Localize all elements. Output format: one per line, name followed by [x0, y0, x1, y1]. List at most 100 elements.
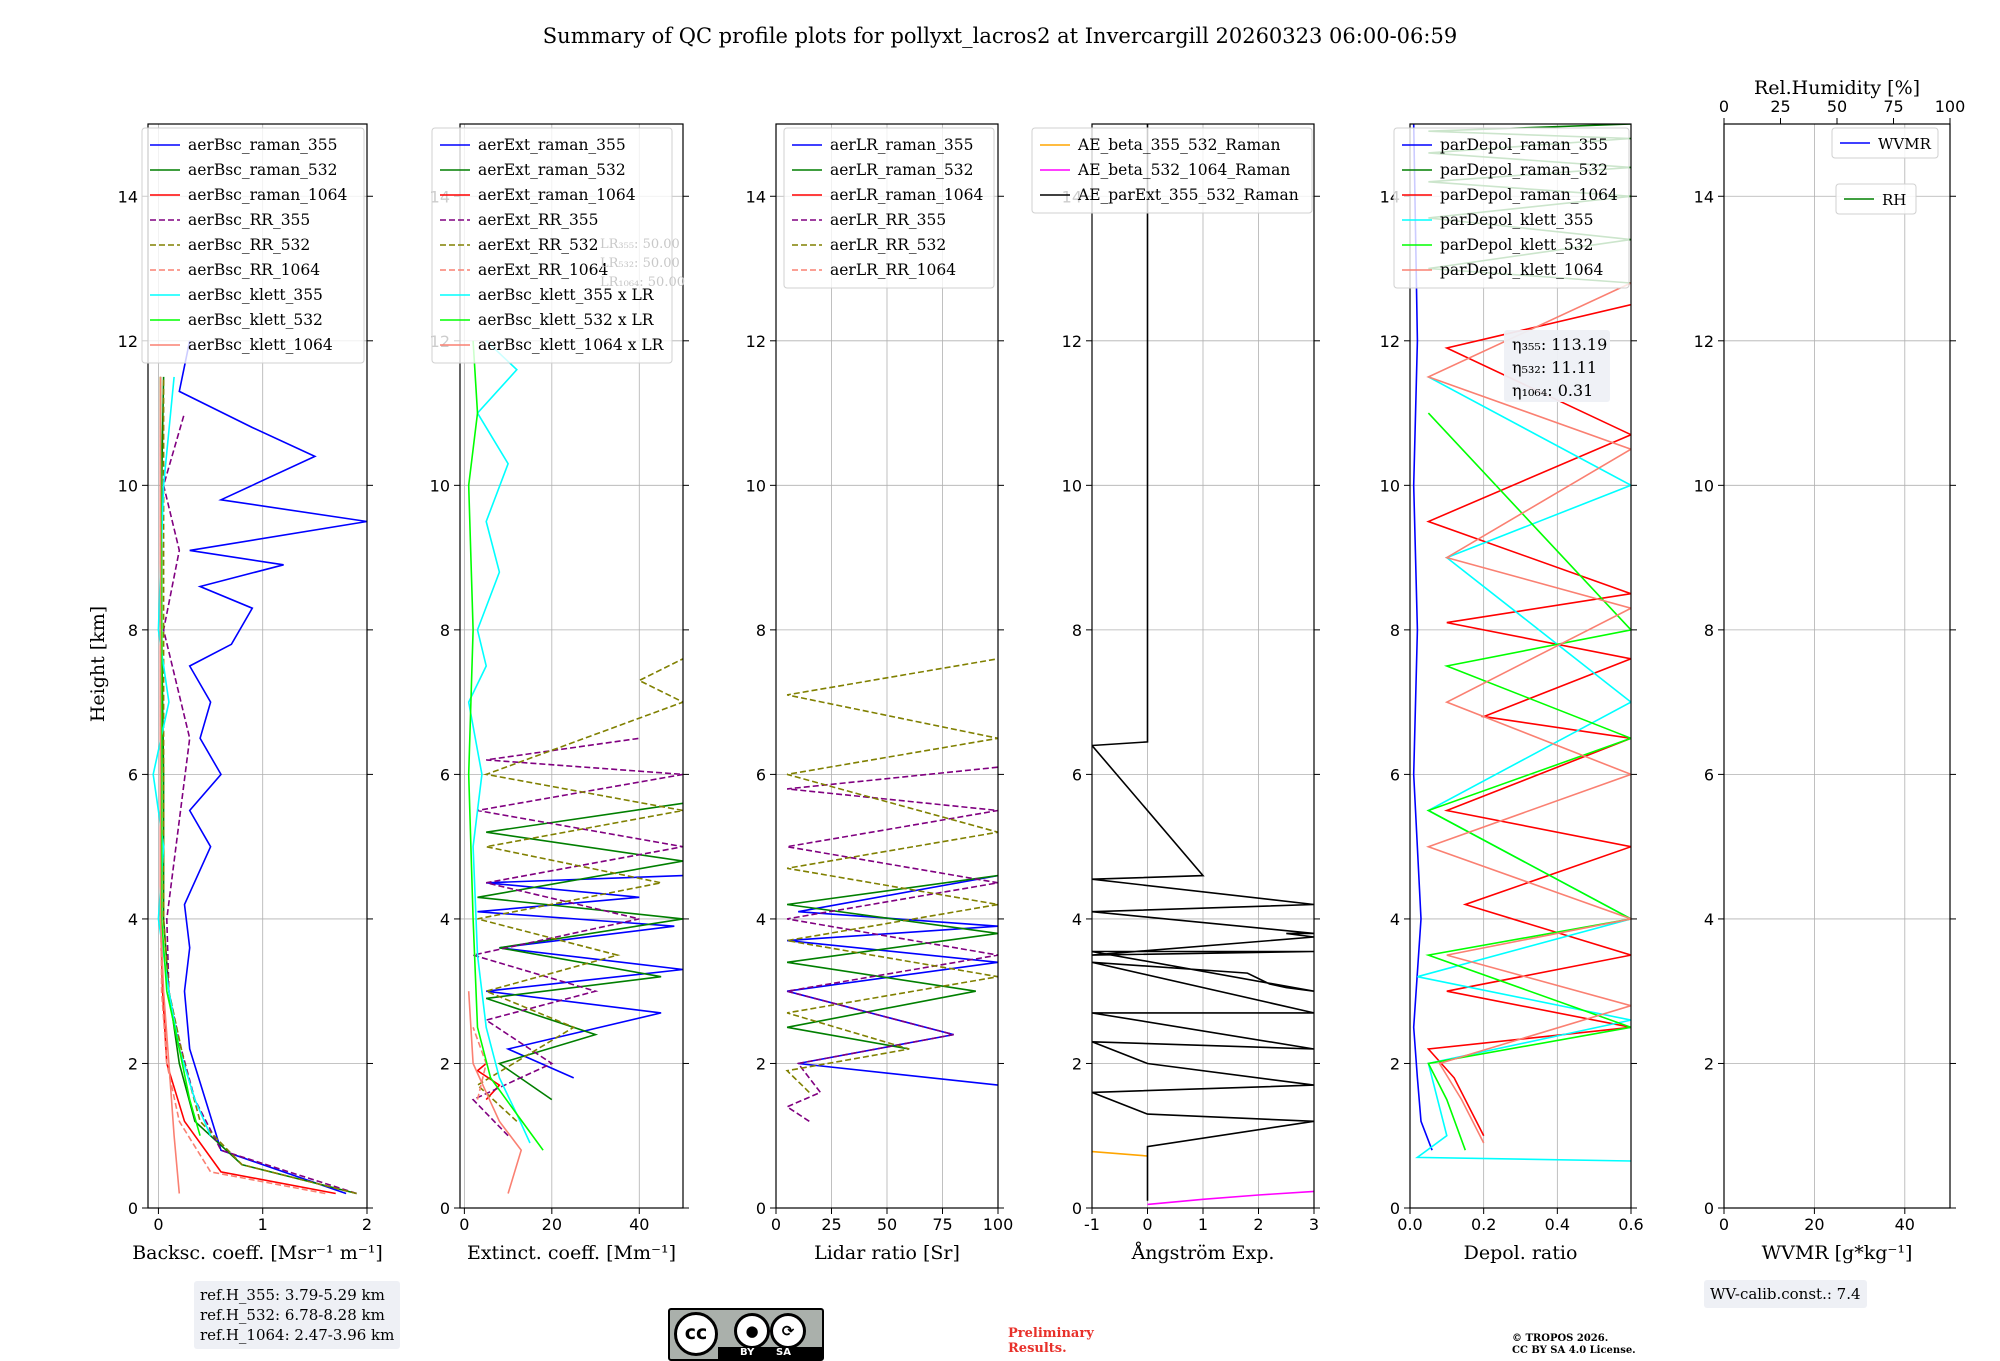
legend-label: aerLR_raman_355: [830, 136, 973, 154]
legend-wvmr: WVMR: [1831, 127, 1939, 159]
x-tick-label: 75: [932, 1215, 952, 1234]
preliminary-note: Preliminary Results.: [1008, 1326, 1094, 1356]
series-aerlr-rr-532: [785, 658, 998, 1093]
y-tick-label: 8: [1072, 621, 1082, 640]
top-x-tick-label: 25: [1770, 97, 1790, 116]
annotation-line: LR₃₅₅: 50.00: [600, 237, 680, 252]
preliminary-line-1: Preliminary: [1008, 1326, 1094, 1341]
panel-angstrom: -1012302468101214Ångström Exp.AE_beta_35…: [1031, 123, 1320, 1264]
x-tick-label: 0.0: [1397, 1215, 1422, 1234]
series-aerlr-raman-532: [786, 874, 998, 1050]
legend-label: aerBsc_RR_532: [188, 236, 310, 254]
legend-label: aerLR_RR_532: [830, 236, 946, 254]
copyright-line-2: CC BY SA 4.0 License.: [1512, 1345, 1636, 1356]
y-tick-label: 12: [1380, 332, 1400, 351]
x-tick-label: 1: [258, 1215, 268, 1234]
top-x-axis-label: Rel.Humidity [%]: [1754, 77, 1920, 99]
y-tick-label: 12: [746, 332, 766, 351]
annotation-line: LR₁₀₆₄: 50.00: [600, 275, 685, 290]
series-pardepol-raman-355: [1412, 124, 1433, 1151]
series-group: [785, 658, 998, 1122]
top-x-tick-label: 0: [1719, 97, 1729, 116]
series-pardepol-klett-532: [1425, 412, 1631, 1151]
legend-label: aerBsc_klett_355 x LR: [478, 286, 655, 304]
eta-annotation: η₃₅₅: 113.19 η₅₃₂: 11.11 η₁₀₆₄: 0.31: [1504, 330, 1610, 402]
share-alike-icon: ⟳: [770, 1313, 806, 1349]
x-tick-label: 100: [983, 1215, 1014, 1234]
y-tick-label: 0: [1390, 1199, 1400, 1218]
top-x-tick-label: 75: [1883, 97, 1903, 116]
legend-label: aerExt_raman_1064: [478, 186, 636, 204]
y-tick-label: 10: [430, 476, 450, 495]
y-tick-label: 8: [128, 621, 138, 640]
legend-label: parDepol_klett_1064: [1440, 261, 1603, 279]
plot-frame: [1723, 123, 1951, 1209]
panel-extinction: 0204002468101214Extinct. coeff. [Mm⁻¹]ae…: [430, 123, 689, 1264]
legend-label: aerBsc_klett_532 x LR: [478, 311, 655, 329]
copyright-line-1: © TROPOS 2026.: [1512, 1333, 1609, 1344]
y-tick-label: 14: [118, 187, 138, 206]
x-tick-label: 0.6: [1618, 1215, 1643, 1234]
legend-label: AE_beta_355_532_Raman: [1077, 136, 1280, 154]
x-tick-label: 0.2: [1471, 1215, 1496, 1234]
series-aerlr-raman-355: [786, 874, 998, 1086]
series-aerbsc-klett-532-x-lr: [467, 340, 544, 1151]
legend-label: aerBsc_klett_532: [188, 311, 323, 329]
annotation-line: η₁₀₆₄: 0.31: [1512, 381, 1593, 400]
legend-label: aerExt_RR_355: [478, 211, 599, 229]
x-tick-label: 0: [153, 1215, 163, 1234]
panel-wvmr: 0 20 40 0 2 4 6 8 10 12 14 WVMR [g*kg⁻¹] 0 25 50 75 100 R…: [1694, 77, 1966, 1264]
series-group: [467, 340, 683, 1194]
wv-calib-box: WV-calib.const.: 7.4: [1704, 1280, 1867, 1308]
legend-label: parDepol_klett_355: [1440, 211, 1593, 229]
copyright-note: © TROPOS 2026. CC BY SA 4.0 License.: [1512, 1333, 1636, 1357]
series-aerbsc-klett-355-x-lr: [467, 340, 531, 1144]
series-aerbsc-klett-532: [159, 376, 201, 1136]
y-tick-label: 6: [1072, 765, 1082, 784]
x-tick-label: 20: [1804, 1215, 1824, 1234]
x-axis-label: Lidar ratio [Sr]: [814, 1242, 960, 1264]
y-tick-label: 6: [128, 765, 138, 784]
annotation-line: η₃₅₅: 113.19: [1512, 335, 1607, 354]
series-group: [152, 340, 367, 1195]
legend-label: AE_parExt_355_532_Raman: [1077, 186, 1299, 204]
x-tick-label: 40: [629, 1215, 649, 1234]
legend-label: aerLR_raman_1064: [830, 186, 983, 204]
y-tick-label: 2: [1704, 1054, 1714, 1073]
annotation-line: LR₅₃₂: 50.00: [600, 256, 680, 271]
y-tick-label: 14: [1694, 187, 1714, 206]
legend-label: aerBsc_RR_1064: [188, 261, 320, 279]
x-axis-label: Ångström Exp.: [1131, 1242, 1275, 1264]
y-tick-label: 12: [118, 332, 138, 351]
legend-label: RH: [1882, 191, 1906, 209]
legend-label: parDepol_raman_532: [1440, 161, 1608, 179]
annotation-line: η₅₃₂: 11.11: [1512, 358, 1597, 377]
ref-height-355: ref.H_355: 3.79-5.29 km: [200, 1286, 385, 1304]
y-tick-label: 6: [756, 765, 766, 784]
y-tick-label: 8: [756, 621, 766, 640]
y-tick-label: 0: [1704, 1199, 1714, 1218]
wv-calib-text: WV-calib.const.: 7.4: [1710, 1285, 1861, 1303]
x-tick-label: 25: [821, 1215, 841, 1234]
y-tick-label: 0: [1072, 1199, 1082, 1218]
plot-frame: [147, 123, 368, 1209]
plot-frame: [1409, 123, 1632, 1209]
figure-title: Summary of QC profile plots for pollyxt_…: [543, 24, 1457, 48]
legend-label: aerLR_RR_355: [830, 211, 946, 229]
cc-icon: cc: [674, 1312, 718, 1356]
y-tick-label: 8: [440, 621, 450, 640]
series-aerext-rr-532: [476, 658, 683, 1122]
cc-license-badge: cc ● ⟳ BY SA: [668, 1308, 824, 1361]
lidar-ratio-annotation: LR₃₅₅: 50.00 LR₅₃₂: 50.00 LR₁₀₆₄: 50.00: [600, 237, 685, 290]
ref-height-1064: ref.H_1064: 2.47-3.96 km: [200, 1326, 395, 1344]
preliminary-line-2: Results.: [1008, 1341, 1067, 1356]
y-tick-label: 4: [440, 910, 450, 929]
y-tick-label: 6: [1390, 765, 1400, 784]
series-aerbsc-klett-1064-x-lr: [467, 991, 523, 1194]
height-axis-label: Height [km]: [87, 606, 109, 722]
y-tick-label: 2: [1390, 1054, 1400, 1073]
legend-label: aerBsc_raman_1064: [188, 186, 348, 204]
